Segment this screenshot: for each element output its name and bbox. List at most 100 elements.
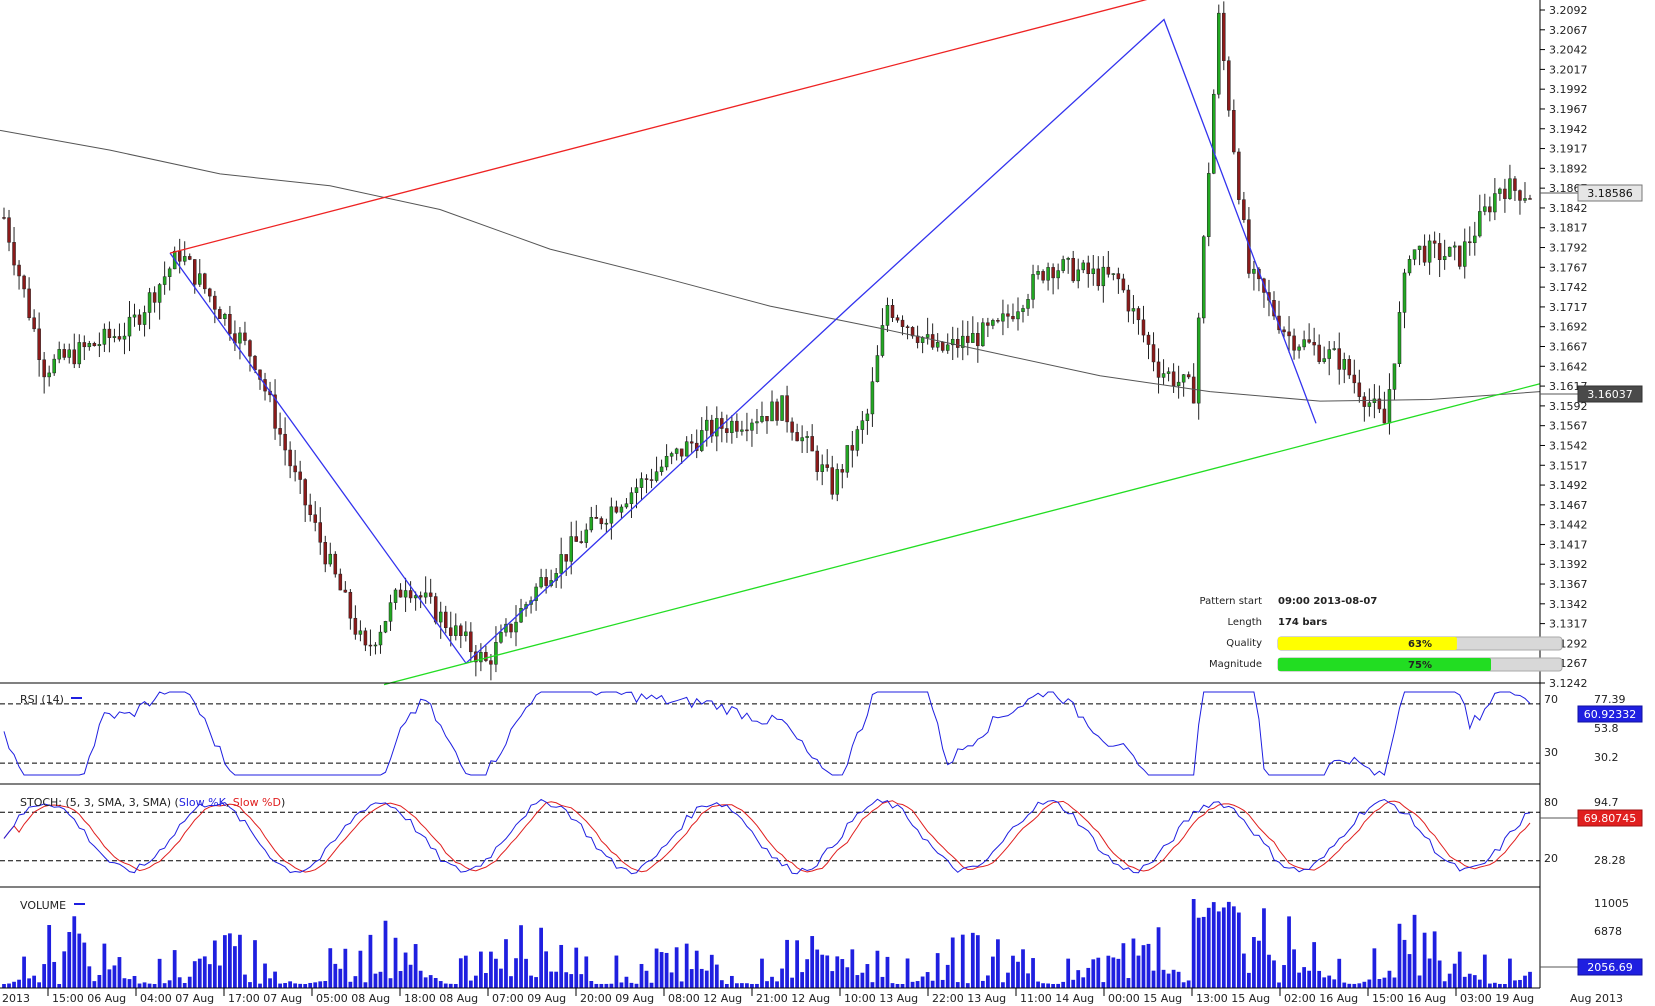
volume-bar [1508,958,1512,988]
volume-bar [77,933,82,988]
volume-bar [674,947,679,988]
candle-body [770,401,774,422]
volume-bar [1513,980,1517,988]
candle-body [810,436,814,452]
volume-bar [810,936,815,988]
pattern-magnitude-value: 75% [1408,660,1432,671]
y-tick-label: 3.2067 [1549,24,1588,37]
volume-bar [1161,969,1166,988]
volume-bar [649,982,654,988]
volume-bar [870,982,875,988]
y-tick-label: 3.1667 [1549,341,1588,354]
volume-bar [1091,959,1096,988]
volume-bar [704,970,709,988]
candle-body [925,334,930,338]
x-tick-label: 05:00 08 Aug [316,992,390,1005]
volume-badge-text: 2056.69 [1587,961,1633,974]
volume-bar [855,975,860,988]
candle-body [132,314,137,318]
y-tick-label: 3.1317 [1549,618,1588,631]
candle-body [1377,398,1382,410]
price-panel [0,0,1541,686]
candle-body [644,478,649,480]
volume-bar [1086,967,1091,988]
volume-bar [991,956,995,988]
volume-title-swatch [74,903,85,905]
pattern-start-label: Pattern start [1200,596,1263,607]
y-axis: 3.2092 3.2067 3.2042 3.2017 3.1992 3.1967 3.19… [0,0,1588,989]
candle-body [800,437,804,442]
volume-bar [433,977,438,988]
volume-bar [1061,981,1066,988]
volume-bar [1141,945,1146,988]
candle-body [1367,402,1372,407]
volume-bar [1342,982,1347,988]
y-tick-label: 3.1892 [1549,162,1588,175]
y-tick-label: 3.1742 [1549,281,1588,294]
rsi-panel [0,691,1540,776]
candle-body [203,273,207,290]
volume-bar [248,982,252,988]
volume-badge: 2056.69 [1540,958,1643,976]
volume-tick-mid: 6878 [1594,925,1622,938]
candle-body [1212,93,1216,174]
candle-body [47,372,51,378]
volume-bar [905,958,910,988]
candle-body [1362,396,1367,407]
volume-bar [458,958,463,988]
volume-bar [1312,942,1317,988]
candle-body [684,441,689,457]
volume-bar [1302,967,1306,988]
volume-bar [207,964,212,988]
candle-body [554,573,558,581]
volume-bar [1106,955,1111,988]
candle-body [860,420,865,430]
y-tick-label: 3.1442 [1549,519,1588,532]
volume-bar [1523,975,1527,988]
candle-body [1076,269,1080,282]
candle-body [1116,273,1121,280]
volume-bar [745,983,749,988]
candle-body [1131,308,1136,312]
volume-bar [499,968,503,988]
y-tick-label: 3.1817 [1549,222,1588,235]
candle-body [1196,317,1201,404]
candle-body [1412,249,1417,260]
volume-bar [1257,940,1261,988]
volume-bar [514,958,518,988]
candle-body [1041,271,1045,281]
volume-bar [1442,981,1447,988]
volume-bar [845,967,850,988]
rsi-level-70: 70 [1544,693,1558,706]
volume-bar [428,975,433,988]
volume-bar [599,983,604,988]
volume-bar [67,932,72,988]
candle-body [976,333,980,347]
volume-bar [996,939,1000,988]
volume-bar [629,982,634,988]
candle-body [17,264,21,277]
volume-bar [12,981,16,988]
candle-body [890,305,895,318]
candle-body [92,343,97,347]
candle-body [649,479,654,481]
volume-bar [1422,932,1427,988]
volume-bar [1528,971,1532,988]
pattern-zigzag [169,18,1317,665]
volume-bar [950,937,955,988]
stoch-d-line [3,800,1531,873]
volume-bar [27,978,31,988]
resistance-line [169,0,1148,254]
candle-body [198,273,202,285]
candle-body [474,651,478,663]
volume-bar [925,972,930,988]
volume-bar [338,968,343,988]
candle-body [449,627,453,636]
volume-bar [408,964,413,988]
volume-bar [920,976,925,988]
y-tick-label: 3.1467 [1549,499,1588,512]
volume-bar [569,974,574,988]
y-tick-label: 3.1767 [1549,261,1588,274]
candle-body [1166,371,1171,374]
candle-body [1242,199,1246,220]
